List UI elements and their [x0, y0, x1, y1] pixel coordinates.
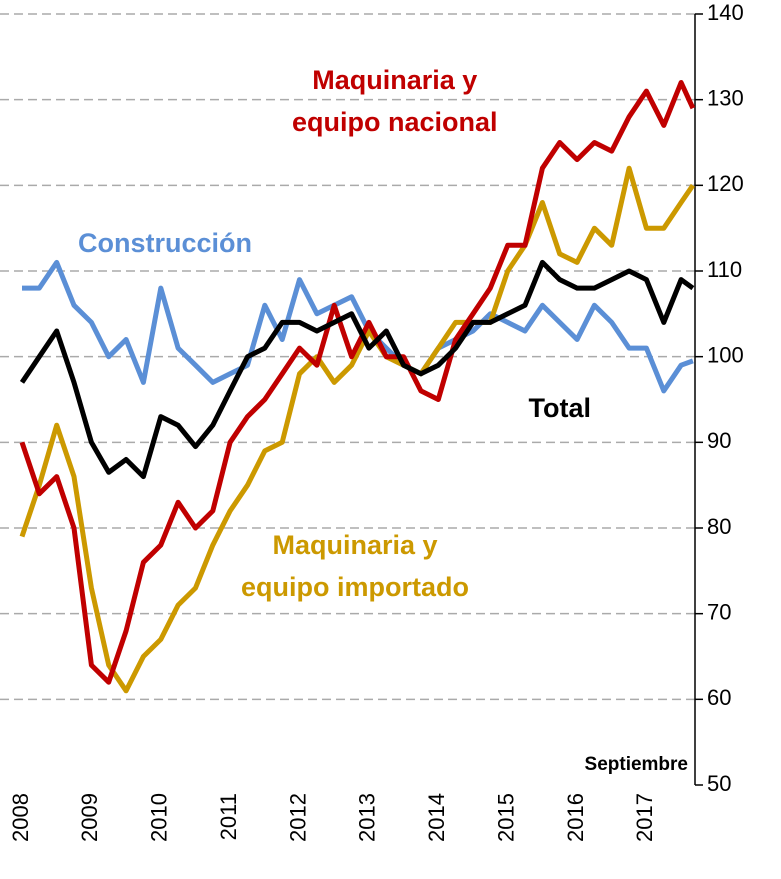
x-tick-label: 2013 [355, 793, 380, 842]
series-line [19, 165, 695, 694]
y-tick-label: 90 [707, 428, 731, 453]
x-tick-label: 2016 [563, 793, 588, 842]
y-tick-label: 120 [707, 171, 744, 196]
y-tick-label: 50 [707, 771, 731, 796]
x-tick-label: 2015 [493, 793, 518, 842]
y-tick-label: 100 [707, 342, 744, 367]
y-tick-label: 110 [707, 257, 742, 282]
note: Septiembre [585, 754, 688, 775]
series-label: Total [528, 393, 592, 423]
y-tick-label: 70 [707, 599, 731, 624]
series-line [22, 259, 694, 394]
x-tick-label: 2017 [632, 793, 657, 842]
series-line [19, 80, 696, 685]
series-label: Maquinaria y equipo nacional [292, 65, 498, 137]
x-tick-label: 2010 [147, 793, 172, 842]
y-tick-label: 80 [707, 514, 731, 539]
series-label: Maquinaria y equipo importado [241, 530, 469, 602]
y-tick-label: 140 [707, 0, 744, 25]
series-label: Construcción [78, 228, 253, 258]
y-tick-label: 60 [707, 685, 731, 710]
series-line [19, 259, 695, 480]
y-tick-label: 130 [707, 85, 744, 110]
x-tick-label: 2011 [216, 793, 241, 840]
x-tick-label: 2009 [77, 793, 102, 842]
x-tick-label: 2014 [424, 793, 449, 842]
x-tick-label: 2012 [285, 793, 310, 842]
x-tick-label: 2008 [8, 793, 33, 842]
